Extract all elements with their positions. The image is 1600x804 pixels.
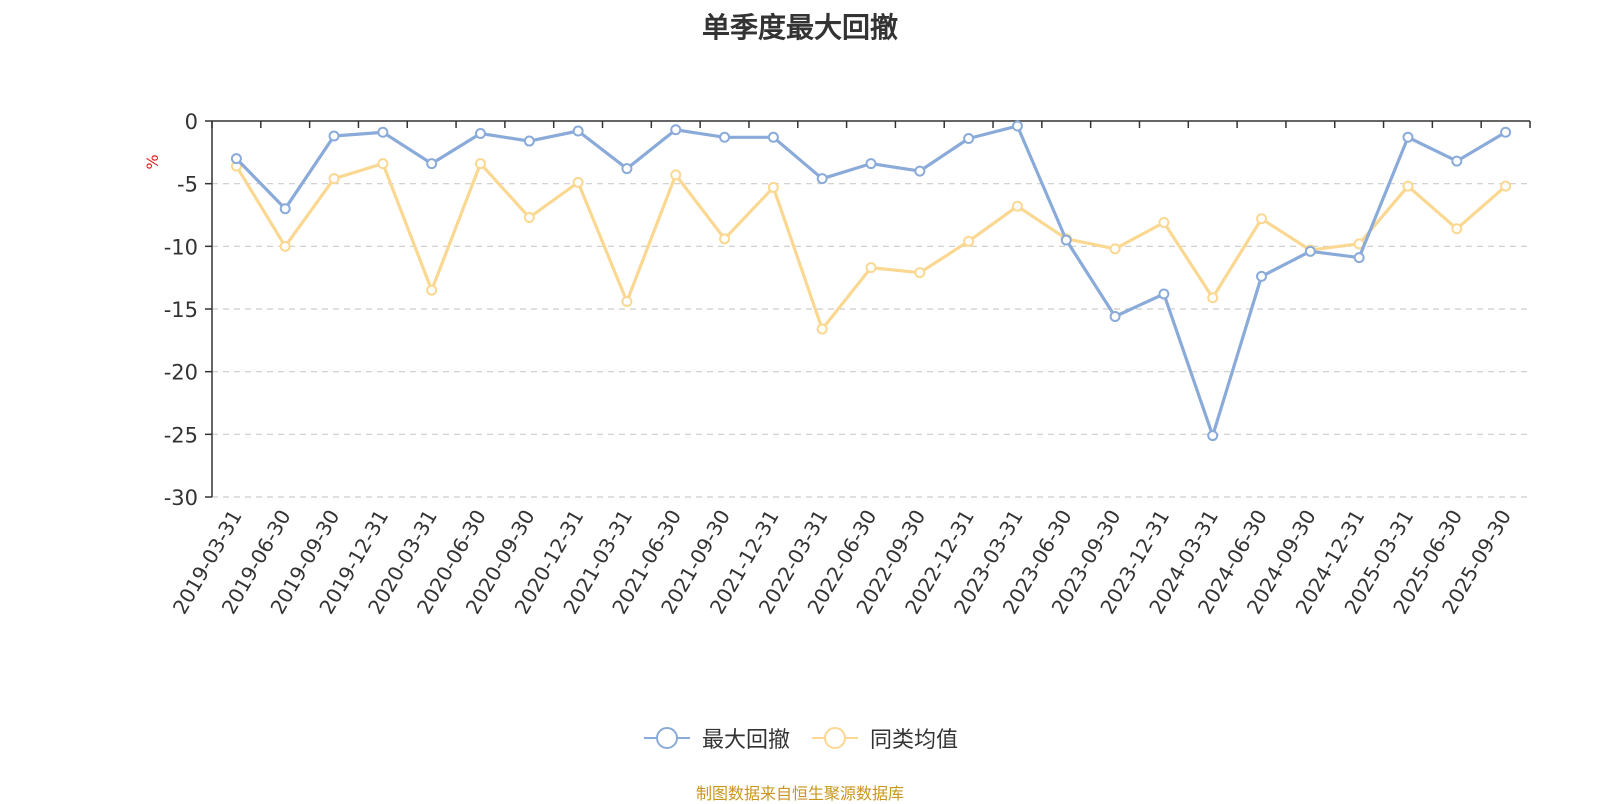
legend-label-series-1: 最大回撤	[701, 728, 790, 753]
legend-item-series-2[interactable]: 同类均值	[810, 722, 958, 754]
chart-title: 单季度最大回撤	[701, 11, 898, 44]
data-point-series-1	[865, 158, 877, 170]
data-point-series-2	[963, 235, 975, 247]
data-point-series-2	[1256, 213, 1268, 225]
data-point-series-2	[914, 267, 926, 279]
data-point-series-2	[1158, 217, 1170, 229]
data-point-series-1	[328, 130, 340, 142]
data-point-series-1	[1353, 252, 1365, 264]
data-point-series-1	[914, 165, 926, 177]
y-tick-label: 0	[185, 110, 198, 134]
data-point-series-2	[377, 158, 389, 170]
data-point-series-2	[621, 295, 633, 307]
data-point-series-1	[572, 125, 584, 137]
data-point-series-1	[377, 126, 389, 138]
data-point-series-2	[523, 212, 535, 224]
data-point-series-1	[963, 133, 975, 145]
data-point-series-2	[719, 233, 731, 245]
y-tick-label: -5	[177, 173, 198, 197]
data-point-series-2	[279, 240, 291, 252]
y-axis-unit: %	[143, 154, 162, 169]
data-point-series-2	[328, 173, 340, 185]
data-point-series-2	[865, 262, 877, 274]
axes: 0-5-10-15-20-25-30%2019-03-312019-06-302…	[143, 110, 1531, 618]
y-tick-label: -20	[164, 361, 198, 385]
y-tick-label: -15	[164, 298, 198, 322]
data-point-series-1	[1158, 288, 1170, 300]
y-tick-label: -30	[164, 486, 198, 510]
data-point-series-2	[1451, 223, 1463, 235]
legend-marker-series-1	[643, 727, 690, 749]
data-point-series-2	[767, 181, 779, 193]
data-point-series-1	[621, 163, 633, 175]
data-point-series-1	[816, 173, 828, 185]
data-point-series-2	[1109, 243, 1121, 255]
source-note: 制图数据来自恒生聚源数据库	[695, 784, 904, 803]
data-point-series-1	[719, 131, 731, 143]
data-point-series-1	[279, 203, 291, 215]
data-point-series-2	[816, 323, 828, 335]
data-point-series-1	[1256, 270, 1268, 282]
data-point-series-1	[767, 131, 779, 143]
data-point-series-1	[1207, 430, 1219, 442]
data-point-series-2	[1500, 180, 1512, 192]
data-point-series-2	[426, 284, 438, 296]
data-point-series-2	[572, 176, 584, 188]
legend-marker-series-2	[812, 727, 858, 749]
data-point-series-2	[1207, 292, 1219, 304]
data-point-series-1	[426, 158, 438, 170]
y-tick-label: -25	[164, 423, 198, 447]
data-point-series-1	[1011, 120, 1023, 132]
legend-item-series-1[interactable]: 最大回撤	[642, 722, 790, 754]
data-point-series-1	[670, 124, 682, 136]
data-point-series-1	[1500, 126, 1512, 138]
data-point-series-1	[1304, 245, 1316, 257]
data-point-series-1	[523, 135, 535, 147]
data-point-series-1	[1451, 155, 1463, 167]
y-tick-label: -10	[164, 235, 198, 259]
data-point-series-2	[670, 169, 682, 181]
data-point-series-1	[1060, 234, 1072, 246]
series-layer	[230, 120, 1512, 442]
data-point-series-1	[1109, 311, 1121, 323]
legend-label-series-2: 同类均值	[870, 728, 959, 753]
data-point-series-2	[474, 158, 486, 170]
data-point-series-2	[1402, 180, 1414, 192]
data-point-series-1	[230, 153, 242, 165]
data-point-series-1	[1402, 131, 1414, 143]
data-point-series-2	[1011, 200, 1023, 212]
data-point-series-1	[474, 128, 486, 140]
legend: 最大回撤 同类均值	[0, 722, 1600, 754]
